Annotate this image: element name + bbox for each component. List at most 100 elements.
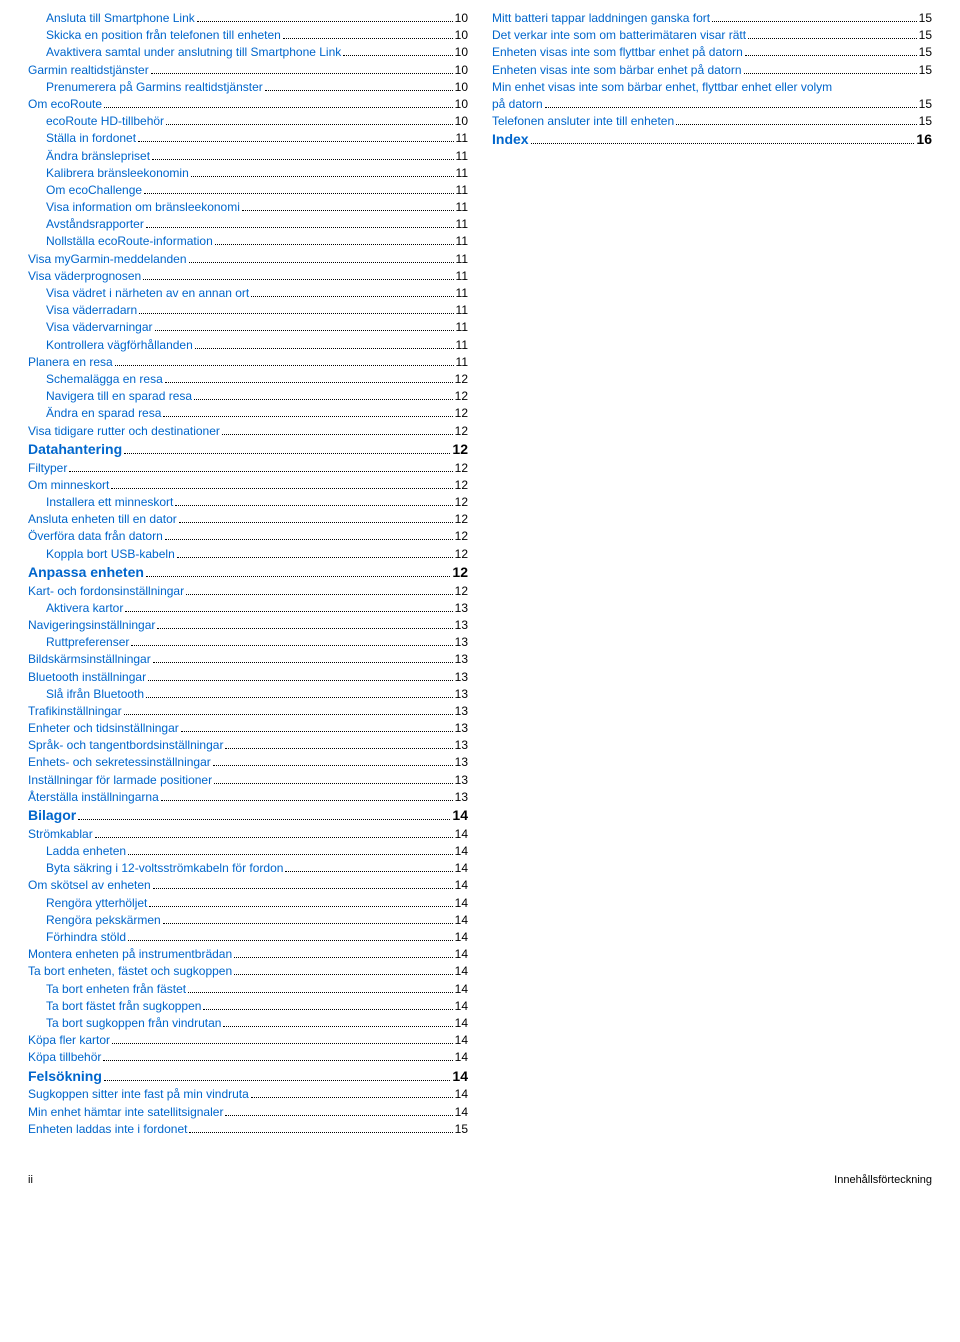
toc-entry[interactable]: Slå ifrån Bluetooth13 <box>28 686 468 702</box>
toc-entry[interactable]: Sugkoppen sitter inte fast på min vindru… <box>28 1086 468 1102</box>
toc-entry[interactable]: Aktivera kartor13 <box>28 600 468 616</box>
toc-entry-label: Garmin realtidstjänster <box>28 62 149 78</box>
toc-entry[interactable]: Min enhet visas inte som bärbar enhet, f… <box>492 79 932 95</box>
toc-entry[interactable]: Garmin realtidstjänster10 <box>28 62 468 78</box>
toc-entry[interactable]: Koppla bort USB-kabeln12 <box>28 546 468 562</box>
toc-entry-label: Bilagor <box>28 806 76 825</box>
toc-leader-dots <box>155 330 454 331</box>
toc-entry[interactable]: Visa myGarmin-meddelanden11 <box>28 251 468 267</box>
toc-entry[interactable]: Rengöra pekskärmen14 <box>28 912 468 928</box>
toc-leader-dots <box>128 854 453 855</box>
toc-entry-label: Avaktivera samtal under anslutning till … <box>46 44 341 60</box>
toc-entry[interactable]: Visa väderradarn11 <box>28 302 468 318</box>
toc-entry[interactable]: Ta bort enheten, fästet och sugkoppen14 <box>28 963 468 979</box>
toc-entry[interactable]: Enhets- och sekretessinställningar13 <box>28 754 468 770</box>
toc-entry[interactable]: Visa vädret i närheten av en annan ort11 <box>28 285 468 301</box>
toc-entry[interactable]: Trafikinställningar13 <box>28 703 468 719</box>
toc-entry[interactable]: Ta bort sugkoppen från vindrutan14 <box>28 1015 468 1031</box>
toc-entry[interactable]: Enheten visas inte som flyttbar enhet på… <box>492 44 932 60</box>
toc-entry[interactable]: Ändra bränslepriset11 <box>28 148 468 164</box>
toc-entry[interactable]: Montera enheten på instrumentbrädan14 <box>28 946 468 962</box>
toc-entry[interactable]: Rengöra ytterhöljet14 <box>28 895 468 911</box>
toc-entry[interactable]: Köpa tillbehör14 <box>28 1049 468 1065</box>
toc-entry[interactable]: Om minneskort12 <box>28 477 468 493</box>
toc-entry[interactable]: Navigeringsinställningar13 <box>28 617 468 633</box>
toc-entry[interactable]: Visa tidigare rutter och destinationer12 <box>28 423 468 439</box>
toc-entry[interactable]: Återställa inställningarna13 <box>28 789 468 805</box>
toc-entry[interactable]: Ansluta enheten till en dator12 <box>28 511 468 527</box>
toc-entry[interactable]: Kontrollera vägförhållanden11 <box>28 337 468 353</box>
toc-entry[interactable]: Skicka en position från telefonen till e… <box>28 27 468 43</box>
toc-entry[interactable]: Bluetooth inställningar13 <box>28 669 468 685</box>
toc-leader-dots <box>124 453 450 454</box>
toc-section-entry[interactable]: Bilagor14 <box>28 806 468 825</box>
toc-entry[interactable]: Köpa fler kartor14 <box>28 1032 468 1048</box>
toc-entry[interactable]: Schemalägga en resa12 <box>28 371 468 387</box>
toc-entry-page: 15 <box>919 27 932 43</box>
toc-entry-page: 15 <box>919 62 932 78</box>
toc-entry[interactable]: Ansluta till Smartphone Link10 <box>28 10 468 26</box>
toc-entry[interactable]: Ställa in fordonet11 <box>28 130 468 146</box>
toc-entry[interactable]: Avaktivera samtal under anslutning till … <box>28 44 468 60</box>
toc-section-entry[interactable]: Felsökning14 <box>28 1067 468 1086</box>
toc-entry-page: 13 <box>455 651 468 667</box>
toc-entry[interactable]: Navigera till en sparad resa12 <box>28 388 468 404</box>
toc-entry[interactable]: Enheten laddas inte i fordonet15 <box>28 1121 468 1137</box>
toc-entry[interactable]: Kalibrera bränsleekonomin11 <box>28 165 468 181</box>
toc-entry[interactable]: Ta bort enheten från fästet14 <box>28 981 468 997</box>
toc-entry-page: 12 <box>455 460 468 476</box>
toc-entry[interactable]: Kart- och fordonsinställningar12 <box>28 583 468 599</box>
toc-entry[interactable]: Ta bort fästet från sugkoppen14 <box>28 998 468 1014</box>
toc-leader-dots <box>676 124 917 125</box>
toc-leader-dots <box>146 227 454 228</box>
toc-entry-label: Navigera till en sparad resa <box>46 388 192 404</box>
toc-entry[interactable]: Visa väderprognosen11 <box>28 268 468 284</box>
toc-entry[interactable]: Min enhet hämtar inte satellitsignaler14 <box>28 1104 468 1120</box>
toc-entry-label: Överföra data från datorn <box>28 528 163 544</box>
toc-entry-label: Visa vädervarningar <box>46 319 153 335</box>
toc-entry[interactable]: Om skötsel av enheten14 <box>28 877 468 893</box>
toc-section-entry[interactable]: Datahantering12 <box>28 440 468 459</box>
toc-entry[interactable]: Förhindra stöld14 <box>28 929 468 945</box>
toc-entry-page: 11 <box>456 233 468 249</box>
toc-entry-label: Index <box>492 130 529 149</box>
toc-entry[interactable]: Strömkablar14 <box>28 826 468 842</box>
toc-entry[interactable]: Enheter och tidsinställningar13 <box>28 720 468 736</box>
toc-entry-page: 13 <box>455 772 468 788</box>
toc-entry[interactable]: Visa information om bränsleekonomi11 <box>28 199 468 215</box>
toc-entry[interactable]: Ändra en sparad resa12 <box>28 405 468 421</box>
toc-leader-dots <box>153 662 453 663</box>
toc-entry-page: 14 <box>455 912 468 928</box>
toc-entry-label: Ta bort enheten, fästet och sugkoppen <box>28 963 232 979</box>
toc-entry[interactable]: Om ecoChallenge11 <box>28 182 468 198</box>
toc-leader-dots <box>115 365 454 366</box>
toc-section-entry[interactable]: Anpassa enheten12 <box>28 563 468 582</box>
toc-entry[interactable]: Det verkar inte som om batterimätaren vi… <box>492 27 932 43</box>
toc-entry[interactable]: Prenumerera på Garmins realtidstjänster1… <box>28 79 468 95</box>
toc-entry[interactable]: Om ecoRoute10 <box>28 96 468 112</box>
toc-entry[interactable]: Avståndsrapporter11 <box>28 216 468 232</box>
toc-entry[interactable]: Ladda enheten14 <box>28 843 468 859</box>
toc-entry-label: Enheten laddas inte i fordonet <box>28 1121 187 1137</box>
toc-entry[interactable]: Planera en resa11 <box>28 354 468 370</box>
toc-entry[interactable]: Nollställa ecoRoute-information11 <box>28 233 468 249</box>
toc-entry[interactable]: Filtyper12 <box>28 460 468 476</box>
toc-entry-page: 11 <box>456 354 468 370</box>
toc-entry[interactable]: Ruttpreferenser13 <box>28 634 468 650</box>
toc-entry[interactable]: Bildskärmsinställningar13 <box>28 651 468 667</box>
toc-entry[interactable]: Installera ett minneskort12 <box>28 494 468 510</box>
toc-entry[interactable]: Mitt batteri tappar laddningen ganska fo… <box>492 10 932 26</box>
toc-leader-dots <box>104 107 453 108</box>
toc-entry[interactable]: på datorn15 <box>492 96 932 112</box>
toc-entry-label: Det verkar inte som om batterimätaren vi… <box>492 27 746 43</box>
toc-entry[interactable]: Telefonen ansluter inte till enheten15 <box>492 113 932 129</box>
toc-entry[interactable]: Språk- och tangentbordsinställningar13 <box>28 737 468 753</box>
toc-entry[interactable]: Enheten visas inte som bärbar enhet på d… <box>492 62 932 78</box>
toc-entry[interactable]: Inställningar för larmade positioner13 <box>28 772 468 788</box>
toc-entry[interactable]: Visa vädervarningar11 <box>28 319 468 335</box>
toc-section-entry[interactable]: Index16 <box>492 130 932 149</box>
toc-entry-label: Ändra en sparad resa <box>46 405 161 421</box>
toc-entry[interactable]: Byta säkring i 12-voltsströmkabeln för f… <box>28 860 468 876</box>
toc-entry[interactable]: Överföra data från datorn12 <box>28 528 468 544</box>
toc-entry[interactable]: ecoRoute HD-tillbehör10 <box>28 113 468 129</box>
